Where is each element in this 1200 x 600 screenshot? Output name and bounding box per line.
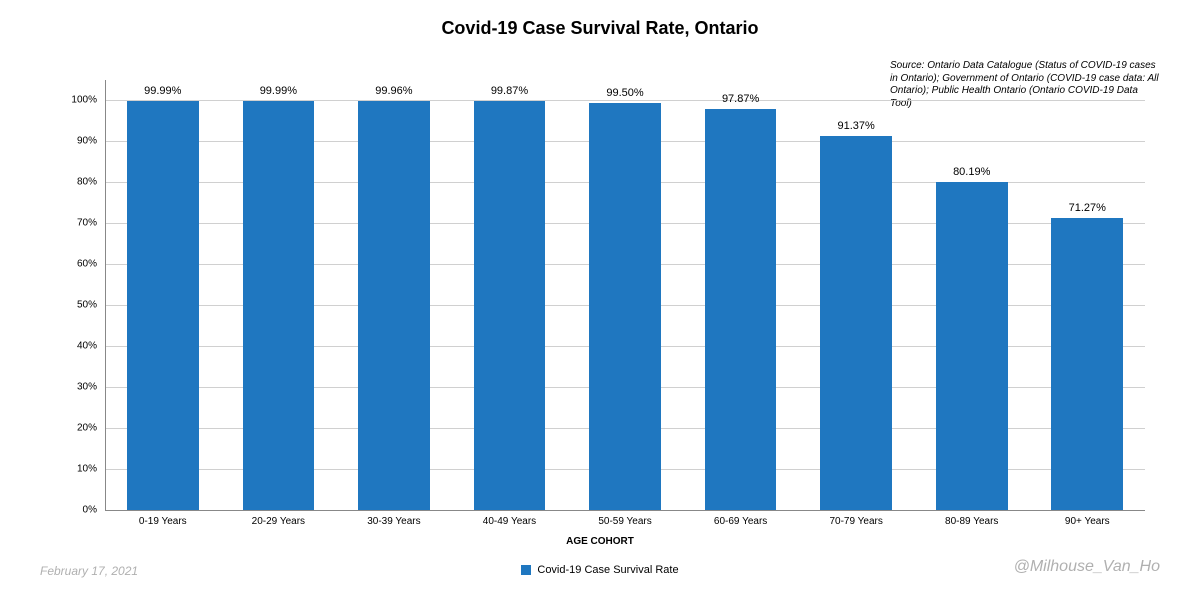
bar-slot: 97.87% [683,80,799,510]
bar-value-label: 99.50% [606,87,643,99]
x-axis-line [105,510,1145,511]
x-tick-label: 0-19 Years [105,516,221,527]
bar-slot: 99.99% [105,80,221,510]
x-tick-labels: 0-19 Years20-29 Years30-39 Years40-49 Ye… [105,516,1145,527]
x-tick-label: 30-39 Years [336,516,452,527]
y-tick-label: 40% [77,341,97,352]
x-tick-label: 90+ Years [1030,516,1146,527]
bar [127,101,199,510]
y-tick-label: 60% [77,259,97,270]
x-axis-label: AGE COHORT [0,536,1200,547]
y-tick-label: 100% [71,95,97,106]
x-tick-label: 70-79 Years [798,516,914,527]
bars-group: 99.99% 99.99% 99.96% 99.87% 99.50% 97.87% 91.3… [105,80,1145,510]
bar [936,182,1008,510]
bar-value-label: 80.19% [953,166,990,178]
footer-date: February 17, 2021 [40,564,138,578]
bar [820,136,892,510]
x-tick-label: 80-89 Years [914,516,1030,527]
bar-value-label: 71.27% [1069,202,1106,214]
bar [243,101,315,510]
y-tick-label: 20% [77,423,97,434]
x-tick-label: 60-69 Years [683,516,799,527]
bar-value-label: 99.99% [144,85,181,97]
y-tick-label: 10% [77,464,97,475]
y-tick-label: 0% [83,505,97,516]
bar [589,103,661,510]
x-tick-label: 20-29 Years [221,516,337,527]
legend-swatch [521,565,531,575]
x-tick-label: 40-49 Years [452,516,568,527]
x-tick-label: 50-59 Years [567,516,683,527]
y-tick-label: 80% [77,177,97,188]
bar-slot: 99.99% [221,80,337,510]
bar [1051,218,1123,510]
y-tick-label: 50% [77,300,97,311]
chart-container: { "chart": { "type": "bar", "title": "Co… [0,0,1200,600]
bar-value-label: 99.99% [260,85,297,97]
bar-value-label: 99.96% [375,85,412,97]
footer-handle: @Milhouse_Van_Ho [1014,558,1160,576]
y-tick-label: 30% [77,382,97,393]
bar-slot: 99.87% [452,80,568,510]
chart-title: Covid-19 Case Survival Rate, Ontario [0,18,1200,39]
bar-value-label: 97.87% [722,93,759,105]
bar-value-label: 99.87% [491,85,528,97]
bar-slot: 99.96% [336,80,452,510]
bar [474,101,546,510]
bar [705,109,777,510]
y-tick-label: 70% [77,218,97,229]
y-tick-label: 90% [77,136,97,147]
bar-value-label: 91.37% [838,120,875,132]
bar-slot: 99.50% [567,80,683,510]
bar-slot: 80.19% [914,80,1030,510]
plot-area: 99.99% 99.99% 99.96% 99.87% 99.50% 97.87% 91.3… [105,80,1145,510]
legend-label: Covid-19 Case Survival Rate [537,564,678,576]
bar-slot: 71.27% [1030,80,1146,510]
bar-slot: 91.37% [798,80,914,510]
bar [358,101,430,510]
